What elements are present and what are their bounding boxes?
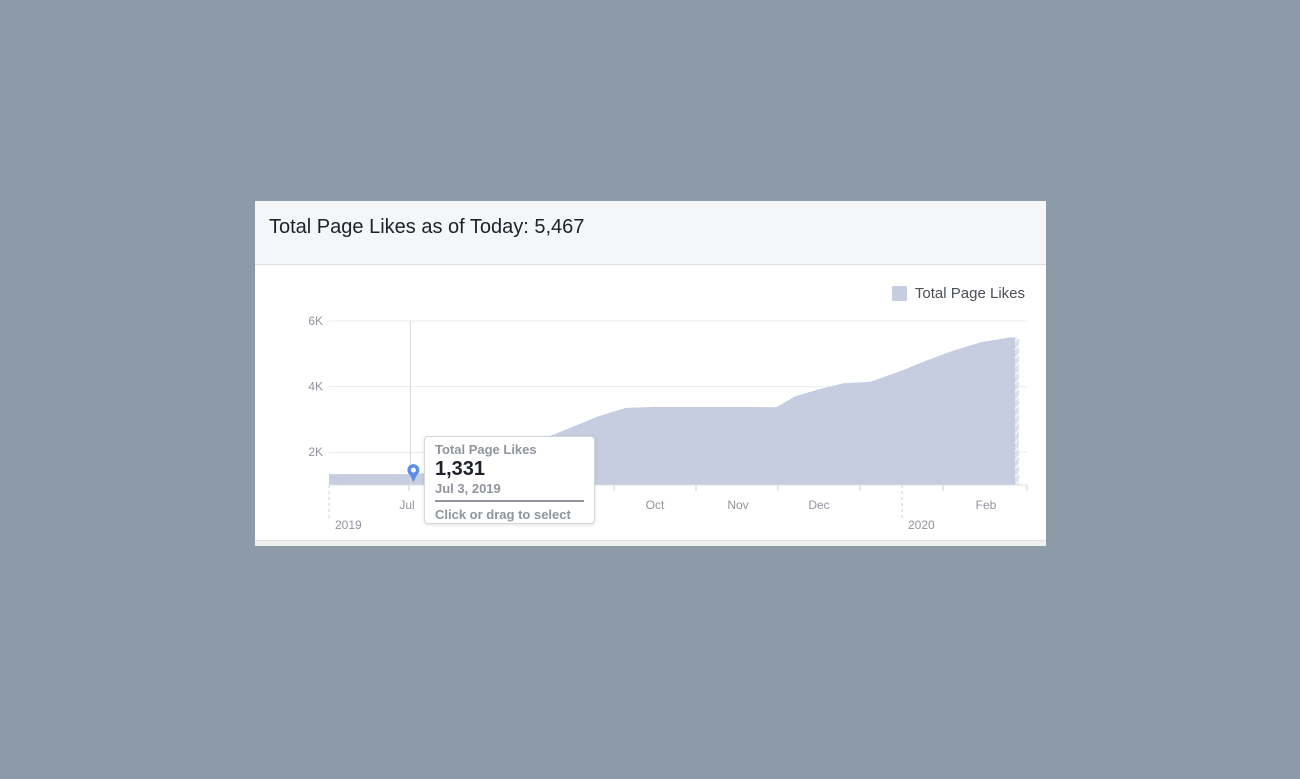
card-footer-bar — [255, 540, 1046, 546]
x-tick-label: Oct — [646, 498, 665, 512]
card-header: Total Page Likes as of Today: 5,467 — [255, 201, 1046, 265]
x-tick-label: Jul — [399, 498, 414, 512]
chart-tooltip: Total Page Likes 1,331 Jul 3, 2019 Click… — [424, 436, 595, 524]
forecast-hatch — [1015, 337, 1019, 485]
area-series-total-page-likes — [329, 337, 1015, 485]
x-tick-label: Dec — [808, 498, 829, 512]
year-label: 2019 — [335, 518, 362, 532]
page-likes-card: Total Page Likes as of Today: 5,467 Tota… — [255, 201, 1046, 546]
tooltip-date: Jul 3, 2019 — [435, 481, 584, 502]
y-tick-label: 6K — [308, 314, 323, 328]
card-title: Total Page Likes as of Today: 5,467 — [269, 216, 585, 238]
map-pin-icon[interactable] — [407, 464, 420, 483]
tooltip-value: 1,331 — [435, 458, 486, 480]
chart-legend[interactable]: Total Page Likes — [891, 285, 1025, 302]
tooltip-label: Total Page Likes — [435, 442, 537, 457]
x-tick-label: Feb — [976, 498, 997, 512]
tooltip-hint[interactable]: Click or drag to select — [435, 507, 571, 522]
y-tick-label: 2K — [308, 445, 323, 459]
x-tick-label: Nov — [727, 498, 748, 512]
legend-label: Total Page Likes — [914, 285, 1025, 302]
y-tick-label: 4K — [308, 380, 323, 394]
year-label: 2020 — [908, 518, 935, 532]
likes-chart[interactable]: 2K 4K 6K Jul Oct Nov Dec Feb 2019 2020 — [255, 201, 1046, 546]
legend-swatch — [891, 286, 907, 301]
